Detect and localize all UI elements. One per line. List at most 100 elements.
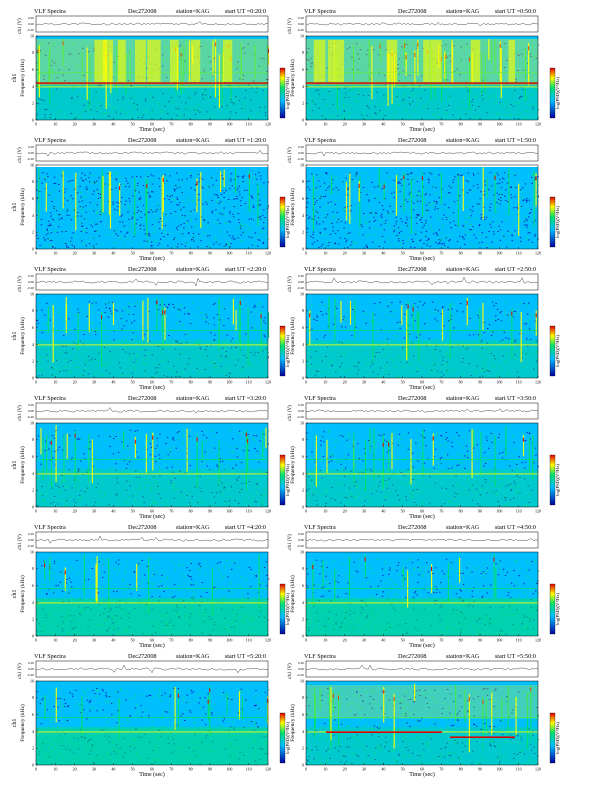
x-tick-label: 10 bbox=[323, 767, 327, 772]
x-tick-label: 50 bbox=[401, 251, 405, 256]
x-axis-label: Time (sec) bbox=[139, 642, 165, 649]
panel-start: start UT =5:20:0 bbox=[225, 653, 266, 660]
voltage-tick-label: 0.20 bbox=[28, 661, 34, 665]
spectrogram-image bbox=[306, 552, 540, 636]
spectrogram-panel: VLF Spectra Dec272008 station=KAG start UT … bbox=[6, 522, 290, 649]
voltage-tick-label: -0.20 bbox=[27, 415, 34, 419]
spectrogram-image bbox=[36, 294, 270, 378]
voltage-tick-label: 0.20 bbox=[28, 274, 34, 278]
colorbar bbox=[549, 712, 556, 764]
voltage-axis-label: ch1 (V) bbox=[18, 405, 23, 421]
x-tick-label: 70 bbox=[439, 380, 443, 385]
y-tick-label: 6 bbox=[32, 454, 34, 459]
voltage-axis-label: ch1 (V) bbox=[18, 147, 23, 163]
x-tick-label: 10 bbox=[323, 251, 327, 256]
voltage-trace bbox=[35, 21, 269, 26]
x-tick-label: 10 bbox=[323, 380, 327, 385]
voltage-tick-label: 0.00 bbox=[298, 151, 304, 155]
x-tick-label: 100 bbox=[496, 380, 502, 385]
x-tick-label: 40 bbox=[381, 638, 385, 643]
y-tick-label: 6 bbox=[32, 583, 34, 588]
x-tick-label: 0 bbox=[35, 509, 37, 514]
voltage-tick-label: 0.20 bbox=[28, 16, 34, 20]
x-tick-label: 50 bbox=[131, 638, 135, 643]
y-tick-label: 2 bbox=[302, 488, 304, 493]
y-tick-label: 0 bbox=[32, 246, 34, 251]
colorbar-label: log(PSD)(V²/Hz) bbox=[285, 593, 290, 625]
voltage-tick-label: 0.20 bbox=[28, 145, 34, 149]
voltage-trace bbox=[35, 407, 269, 414]
y-tick-label: 8 bbox=[302, 695, 304, 700]
x-tick-label: 90 bbox=[478, 767, 482, 772]
x-tick-label: 100 bbox=[226, 122, 232, 127]
panel-start: start UT =2:20:0 bbox=[225, 266, 266, 273]
x-tick-label: 20 bbox=[73, 380, 77, 385]
colorbar bbox=[279, 712, 286, 764]
x-axis-label: Time (sec) bbox=[409, 384, 435, 391]
spectrogram-image bbox=[306, 423, 539, 507]
x-tick-label: 0 bbox=[305, 122, 307, 127]
panel-date: Dec272008 bbox=[128, 653, 157, 660]
spectrogram-svg: VLF Spectra Dec272008 station=KAG start UT … bbox=[288, 266, 560, 391]
panel-title: VLF Spectra bbox=[34, 137, 66, 144]
x-tick-label: 100 bbox=[226, 251, 232, 256]
y-tick-label: 4 bbox=[32, 213, 34, 218]
y-tick-label: 8 bbox=[302, 566, 304, 571]
panel-station: station=KAG bbox=[176, 137, 210, 144]
x-tick-label: 100 bbox=[496, 509, 502, 514]
colorbar-label: log(PSD)(V²/Hz) bbox=[285, 722, 290, 754]
x-tick-label: 0 bbox=[35, 251, 37, 256]
x-tick-label: 80 bbox=[189, 122, 193, 127]
channel-label: ch1 bbox=[12, 332, 18, 341]
y-tick-label: 10 bbox=[30, 162, 34, 167]
y-tick-label: 0 bbox=[32, 375, 34, 380]
y-tick-label: 6 bbox=[302, 325, 304, 330]
x-tick-label: 90 bbox=[208, 767, 212, 772]
x-tick-label: 30 bbox=[362, 380, 366, 385]
y-tick-label: 2 bbox=[302, 617, 304, 622]
y-tick-label: 10 bbox=[300, 549, 304, 554]
spectrogram-svg: VLF Spectra Dec272008 station=KAG start UT … bbox=[288, 395, 560, 520]
colorbar-label: log(PSD)(V²/Hz) bbox=[285, 335, 290, 367]
colorbar bbox=[279, 67, 286, 119]
voltage-axis-label: ch1 (V) bbox=[288, 534, 293, 550]
x-tick-label: 60 bbox=[150, 767, 154, 772]
spectrogram-image bbox=[36, 165, 270, 249]
x-tick-label: 60 bbox=[150, 380, 154, 385]
colorbar bbox=[279, 325, 286, 377]
panel-title: VLF Spectra bbox=[304, 524, 336, 531]
spectrogram-svg: VLF Spectra Dec272008 station=KAG start UT … bbox=[12, 266, 290, 391]
colorbar-label: log(PSD)(V²/Hz) bbox=[555, 722, 560, 754]
spectrogram-image bbox=[36, 36, 270, 120]
panel-title: VLF Spectra bbox=[304, 137, 336, 144]
x-tick-label: 70 bbox=[169, 767, 173, 772]
colorbar bbox=[549, 196, 556, 248]
x-tick-label: 90 bbox=[478, 122, 482, 127]
y-tick-label: 2 bbox=[302, 230, 304, 235]
x-tick-label: 10 bbox=[323, 509, 327, 514]
panel-start: start UT =3:50:0 bbox=[495, 395, 536, 402]
y-tick-label: 4 bbox=[302, 471, 304, 476]
y-tick-label: 4 bbox=[302, 84, 304, 89]
x-tick-label: 20 bbox=[73, 767, 77, 772]
panel-station: station=KAG bbox=[176, 653, 210, 660]
x-tick-label: 50 bbox=[131, 251, 135, 256]
x-tick-label: 120 bbox=[265, 380, 271, 385]
x-tick-label: 120 bbox=[535, 122, 541, 127]
y-tick-label: 10 bbox=[30, 291, 34, 296]
panel-date: Dec272008 bbox=[128, 137, 157, 144]
x-axis-label: Time (sec) bbox=[139, 771, 165, 778]
voltage-axis-label: ch1 (V) bbox=[288, 18, 293, 34]
voltage-trace bbox=[305, 21, 539, 27]
y-tick-label: 8 bbox=[302, 308, 304, 313]
x-tick-label: 20 bbox=[73, 509, 77, 514]
x-tick-label: 20 bbox=[343, 509, 347, 514]
x-tick-label: 30 bbox=[92, 638, 96, 643]
x-tick-label: 20 bbox=[73, 638, 77, 643]
x-tick-label: 120 bbox=[535, 251, 541, 256]
x-tick-label: 10 bbox=[53, 509, 57, 514]
channel-label: ch1 bbox=[12, 461, 18, 470]
y-tick-label: 4 bbox=[32, 84, 34, 89]
spectrogram-image bbox=[306, 294, 539, 378]
voltage-tick-label: 0.00 bbox=[28, 538, 34, 542]
